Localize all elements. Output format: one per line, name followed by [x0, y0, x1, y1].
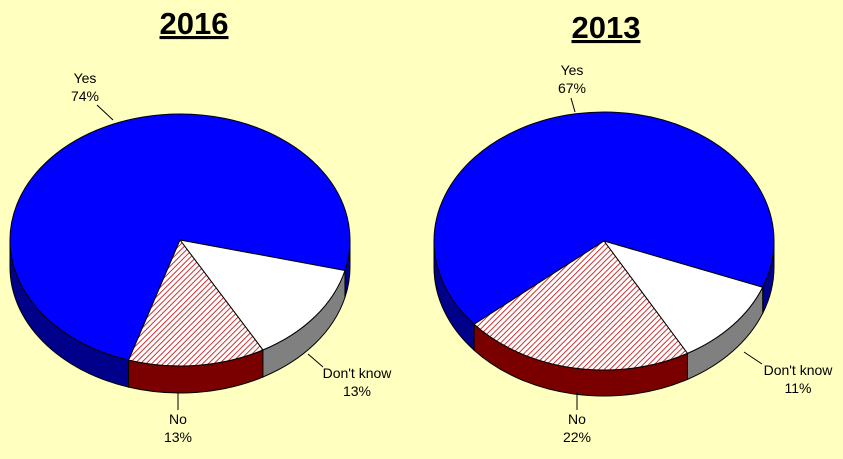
- slice-value-no: 22%: [563, 429, 591, 445]
- pie-slice-dont-know: [602, 240, 764, 355]
- slice-label-no: No: [169, 411, 187, 427]
- slice-label-no: No: [568, 411, 586, 427]
- slice-value-no: 13%: [164, 429, 192, 445]
- pie-slice-dont-know: [178, 239, 346, 351]
- pie-chart-2013: 2013 Yes 67% Don't know 11% No 22%: [433, 10, 834, 445]
- slice-value-dont-know: 13%: [343, 383, 371, 399]
- slice-label-dont-know: Don't know: [764, 362, 834, 378]
- leader-line-yes: [96, 104, 114, 121]
- slice-value-yes: 67%: [558, 80, 586, 96]
- pie-chart-2016: 2016 Yes 74% Don't know 13% No 13%: [9, 6, 393, 445]
- slice-label-dont-know: Don't know: [323, 365, 393, 381]
- pie-slice-no: [473, 240, 689, 371]
- leader-line-yes: [570, 97, 576, 113]
- slice-label-yes: Yes: [561, 62, 584, 78]
- slice-value-dont-know: 11%: [785, 380, 812, 396]
- leader-line-dont-know: [743, 351, 763, 365]
- slice-label-yes: Yes: [74, 70, 97, 86]
- pie-slice-yes: [433, 111, 775, 325]
- leader-line-dont-know: [307, 353, 324, 368]
- pie-slice-no: [127, 239, 264, 367]
- slice-value-yes: 74%: [71, 88, 99, 104]
- pie-slice-yes: [9, 113, 351, 361]
- chart-title: 2013: [572, 10, 641, 45]
- chart-title: 2016: [160, 6, 229, 41]
